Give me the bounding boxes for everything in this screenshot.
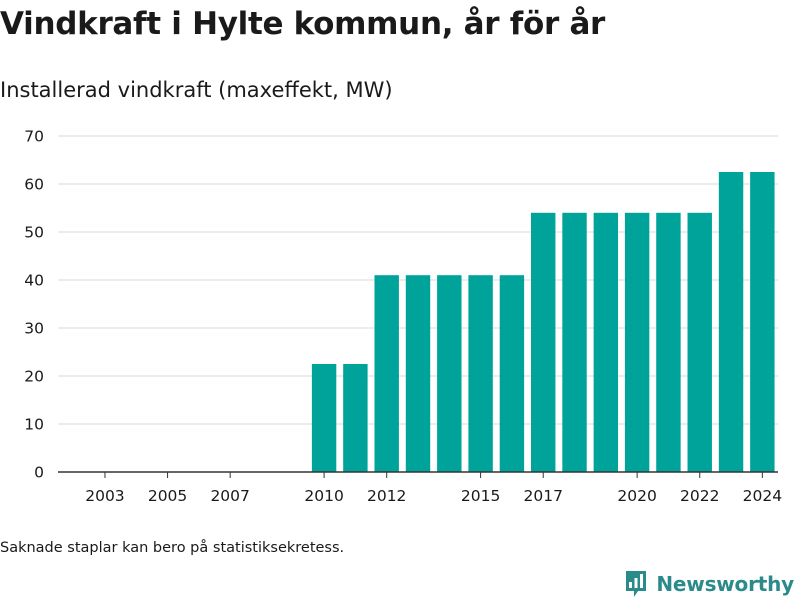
y-tick-label: 30 — [24, 320, 44, 338]
x-tick-label: 2012 — [367, 487, 406, 505]
bar — [437, 275, 462, 472]
y-tick-label: 20 — [24, 368, 44, 386]
bar — [593, 212, 619, 473]
x-tick-label: 2005 — [148, 487, 187, 505]
bar — [750, 172, 775, 472]
bar — [624, 212, 650, 473]
bar — [687, 212, 712, 473]
x-tick-label: 2020 — [617, 487, 656, 505]
axes: 0 10 20 30 40 50 60 70 2003 2005 2007 2010 2012 2015 2… — [24, 128, 782, 506]
bar — [499, 275, 525, 472]
y-tick-label: 0 — [34, 464, 44, 482]
y-tick-label: 70 — [24, 128, 44, 146]
y-tick-label: 50 — [24, 224, 44, 242]
bar — [562, 212, 587, 473]
bar — [311, 364, 337, 472]
bar — [374, 275, 399, 472]
bar — [531, 212, 556, 473]
y-tick-label: 60 — [24, 176, 44, 194]
newsworthy-logo: Newsworthy — [624, 568, 794, 600]
x-tick-label: 2017 — [523, 487, 562, 505]
bar — [718, 172, 744, 472]
x-tick-label: 2022 — [680, 487, 719, 505]
x-tick-label: 2015 — [461, 487, 500, 505]
bar — [468, 275, 493, 472]
y-tick-label: 10 — [24, 416, 44, 434]
chart-subtitle: Installerad vindkraft (maxeffekt, MW) — [0, 78, 393, 102]
x-tick-label: 2007 — [210, 487, 249, 505]
bar-chart: 0 10 20 30 40 50 60 70 2003 2005 2007 2010 2012 2015 2… — [24, 128, 782, 506]
x-tick-label: 2010 — [304, 487, 343, 505]
x-tick-label: 2003 — [85, 487, 124, 505]
y-tick-label: 40 — [24, 272, 44, 290]
bar — [656, 212, 681, 473]
chart-title: Vindkraft i Hylte kommun, år för år — [0, 6, 606, 42]
brand-name: Newsworthy — [656, 572, 794, 596]
newsworthy-icon — [626, 571, 647, 597]
bars — [311, 172, 775, 473]
x-tick-label: 2024 — [743, 487, 782, 505]
bar — [343, 364, 368, 472]
footnote: Saknade staplar kan bero på statistiksek… — [0, 540, 345, 556]
bar — [405, 275, 431, 472]
